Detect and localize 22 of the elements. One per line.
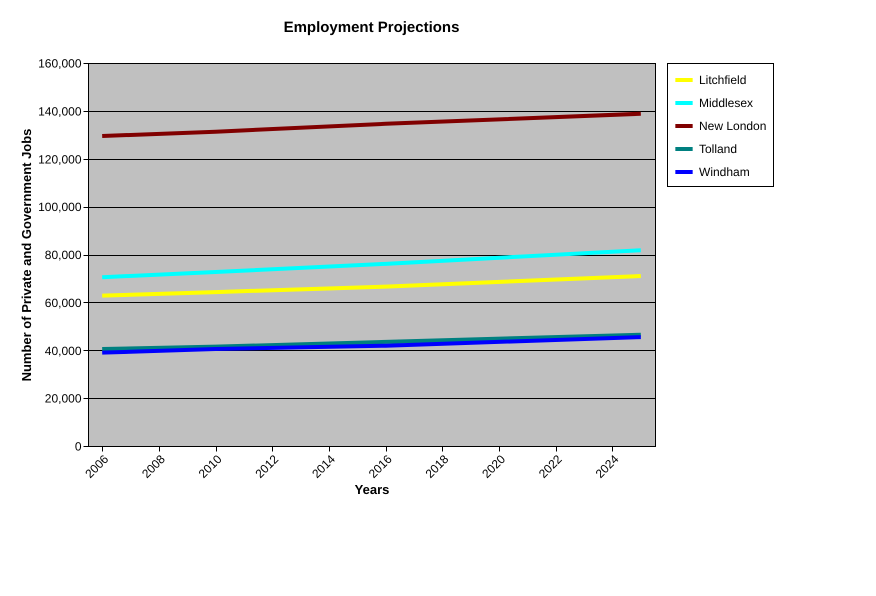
line-series xyxy=(100,274,643,298)
y-axis-title: Number of Private and Government Jobs xyxy=(19,128,34,382)
y-tick-label: 80,000 xyxy=(44,248,82,262)
legend-label: Windham xyxy=(699,165,750,179)
x-axis-title: Years xyxy=(354,482,390,498)
chart-title: Employment Projections xyxy=(284,19,460,36)
line-series xyxy=(100,332,643,352)
line-series xyxy=(100,112,643,138)
y-tick-label: 140,000 xyxy=(38,104,82,118)
y-tick-label: 60,000 xyxy=(44,296,82,310)
legend-label: Litchfield xyxy=(699,73,746,87)
legend-label: New London xyxy=(699,119,766,133)
legend-label: Tolland xyxy=(699,142,738,156)
line-series xyxy=(100,335,643,355)
y-tick-label: 20,000 xyxy=(44,392,82,406)
y-tick-label: 160,000 xyxy=(38,56,82,70)
y-tick-label: 120,000 xyxy=(38,152,82,166)
line-series xyxy=(100,248,643,280)
y-tick-label: 0 xyxy=(74,440,82,454)
y-tick-label: 40,000 xyxy=(44,344,82,358)
legend-label: Middlesex xyxy=(699,96,754,110)
y-tick-label: 100,000 xyxy=(38,200,82,214)
